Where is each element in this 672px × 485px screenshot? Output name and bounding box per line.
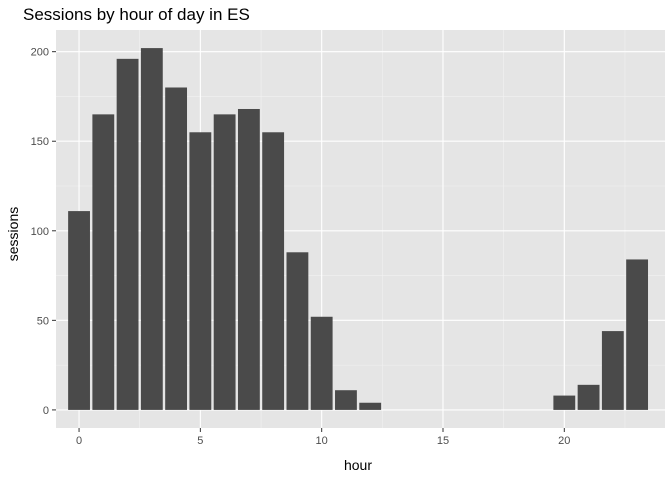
y-tick-label: 50	[37, 315, 49, 327]
x-tick-label: 15	[437, 435, 449, 447]
bar-hour-1	[92, 114, 115, 410]
y-tick-label: 150	[31, 136, 49, 148]
x-axis: 0 5 10 15 20	[76, 428, 570, 447]
chart-title: Sessions by hour of day in ES	[23, 5, 250, 24]
x-axis-title: hour	[344, 457, 372, 473]
bar-hour-2	[116, 58, 139, 410]
bar-hour-6	[213, 114, 236, 410]
x-tick-label: 20	[558, 435, 570, 447]
y-axis: 0 50 100 150 200	[31, 47, 56, 417]
y-axis-title: sessions	[5, 207, 21, 261]
bar-hour-21	[577, 384, 600, 410]
bar-hour-3	[140, 48, 163, 410]
y-tick-label: 0	[43, 405, 49, 417]
bar-hour-23	[626, 259, 649, 410]
bar-hour-12	[359, 402, 382, 410]
x-tick-label: 10	[316, 435, 328, 447]
bars	[68, 48, 649, 410]
bar-hour-9	[286, 252, 309, 410]
x-tick-label: 0	[76, 435, 82, 447]
x-tick-label: 5	[197, 435, 203, 447]
bar-hour-20	[553, 395, 576, 410]
bar-hour-22	[601, 331, 624, 410]
bar-hour-7	[237, 108, 260, 410]
bar-hour-10	[310, 316, 333, 410]
bar-hour-0	[68, 211, 90, 410]
y-tick-label: 200	[31, 47, 49, 59]
y-tick-label: 100	[31, 226, 49, 238]
bar-hour-5	[189, 132, 212, 410]
bar-hour-11	[335, 390, 357, 410]
bar-hour-8	[262, 132, 285, 410]
bar-hour-4	[165, 87, 188, 410]
